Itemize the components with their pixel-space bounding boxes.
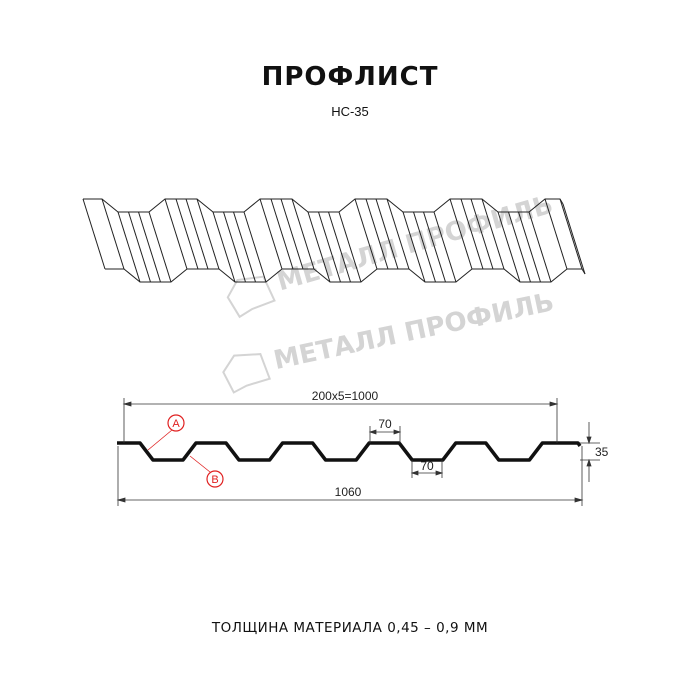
sheet-fold-line (544, 198, 568, 270)
sheet-rib-line (328, 211, 351, 283)
page-title: ПРОФЛИСТ (261, 62, 439, 92)
sheet-rib-line (460, 198, 484, 270)
sheet-fold-line (117, 211, 141, 283)
sheet-fold-line (164, 198, 188, 270)
sheet-fold-line (433, 211, 457, 283)
sheet-rib-line (508, 211, 531, 283)
material-thickness: ТОЛЩИНА МАТЕРИАЛА 0,45 – 0,9 ММ (211, 620, 489, 636)
sheet-rib-line (233, 211, 256, 283)
sheet-fold-line (528, 211, 552, 283)
callout-b: B (189, 455, 224, 488)
svg-text:A: A (172, 418, 180, 430)
sheet-rib-line (318, 211, 341, 283)
sheet-fold-line (449, 198, 473, 270)
sheet-fold-line (212, 211, 236, 283)
sheet-rib-line (185, 198, 209, 270)
cross-section (117, 441, 582, 462)
sheet-fold-line (82, 198, 106, 270)
svg-text:B: B (211, 474, 218, 486)
sheet-fold-line (291, 198, 315, 270)
section-profile (117, 441, 582, 462)
sheet-fold-line (386, 198, 410, 270)
sheet-rib-line (280, 198, 304, 270)
sheet-fold-line (354, 198, 378, 270)
watermark-lower: МЕТАЛЛ ПРОФИЛЬ (222, 287, 557, 394)
dimension-lines (116, 398, 600, 506)
sheet-rib-line (128, 211, 151, 283)
sheet-rib-line (518, 211, 541, 283)
dim-height: 35 (595, 445, 609, 459)
dim-pitch-total: 200x5=1000 (312, 389, 379, 403)
sheet-rib-line (423, 211, 446, 283)
sheet-fold-line (148, 211, 172, 283)
sheet-rib-line (413, 211, 436, 283)
sheet-fold-line (307, 211, 331, 283)
dim-overall-width: 1060 (335, 485, 362, 499)
svg-text:МЕТАЛЛ ПРОФИЛЬ: МЕТАЛЛ ПРОФИЛЬ (271, 287, 557, 376)
dim-bottom-shelf: 70 (420, 459, 434, 473)
sheet-fold-line (338, 211, 362, 283)
product-code: НС-35 (331, 104, 369, 119)
sheet-fold-line (243, 211, 267, 283)
sheet-fold-line (402, 211, 426, 283)
sheet-3d-view (82, 198, 586, 283)
sheet-fold-line (559, 198, 583, 270)
callout-a: A (147, 414, 185, 451)
sheet-fold-line (481, 198, 505, 270)
sheet-fold-line (562, 203, 586, 275)
svg-text:МЕТАЛЛ ПРОФИЛЬ: МЕТАЛЛ ПРОФИЛЬ (274, 190, 557, 298)
sheet-fold-line (259, 198, 283, 270)
sheet-fold-line (196, 198, 220, 270)
dim-top-shelf: 70 (378, 417, 392, 431)
sheet-rib-line (223, 211, 246, 283)
sheet-rib-line (175, 198, 199, 270)
sheet-rib-line (470, 198, 494, 270)
sheet-fold-line (101, 198, 125, 270)
sheet-rib-line (270, 198, 294, 270)
sheet-rib-line (365, 198, 389, 270)
sheet-rib-line (138, 211, 161, 283)
sheet-fold-line (497, 211, 521, 283)
sheet-rib-line (375, 198, 399, 270)
